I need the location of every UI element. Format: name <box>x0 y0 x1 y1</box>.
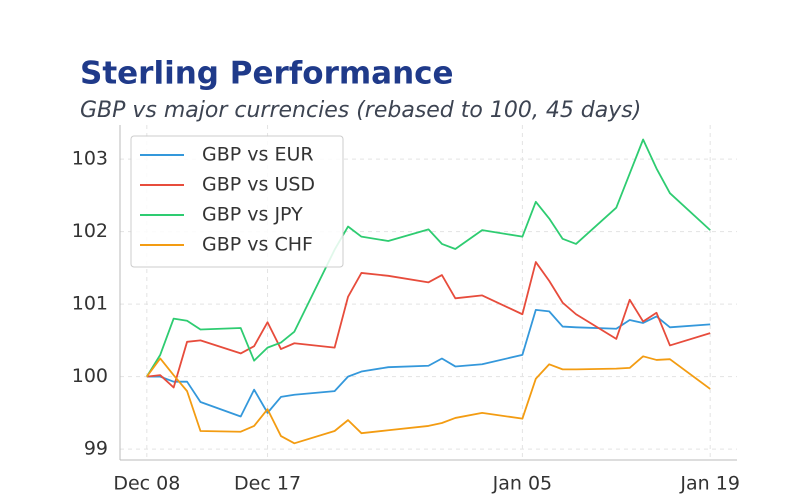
series-line <box>146 355 711 445</box>
chart-title: Sterling Performance <box>80 56 454 92</box>
x-tick-label: Dec 08 <box>113 473 180 495</box>
series-line <box>146 261 711 389</box>
series-line <box>146 309 711 418</box>
chart-subtitle: GBP vs major currencies (rebased to 100,… <box>80 98 641 123</box>
y-tick-label: 102 <box>72 220 108 242</box>
y-tick-label: 100 <box>72 365 108 387</box>
y-tick-label: 103 <box>72 148 108 170</box>
x-tick-label: Jan 19 <box>679 473 740 495</box>
legend-box <box>130 135 344 268</box>
legend-label: GBP vs CHF <box>202 234 313 256</box>
y-tick-label: 101 <box>72 293 108 315</box>
legend-label: GBP vs JPY <box>202 204 303 226</box>
x-tick-label: Dec 17 <box>234 473 301 495</box>
grid <box>120 125 737 460</box>
y-tick-label: 99 <box>84 438 108 460</box>
legend-label: GBP vs USD <box>202 174 315 196</box>
plot <box>146 138 711 445</box>
x-tick-label: Jan 05 <box>492 473 553 495</box>
series-line <box>146 138 711 378</box>
legend-label: GBP vs EUR <box>202 144 314 166</box>
legend: GBP vs EUR GBP vs USD GBP vs JPY GBP vs CHF <box>130 135 344 268</box>
